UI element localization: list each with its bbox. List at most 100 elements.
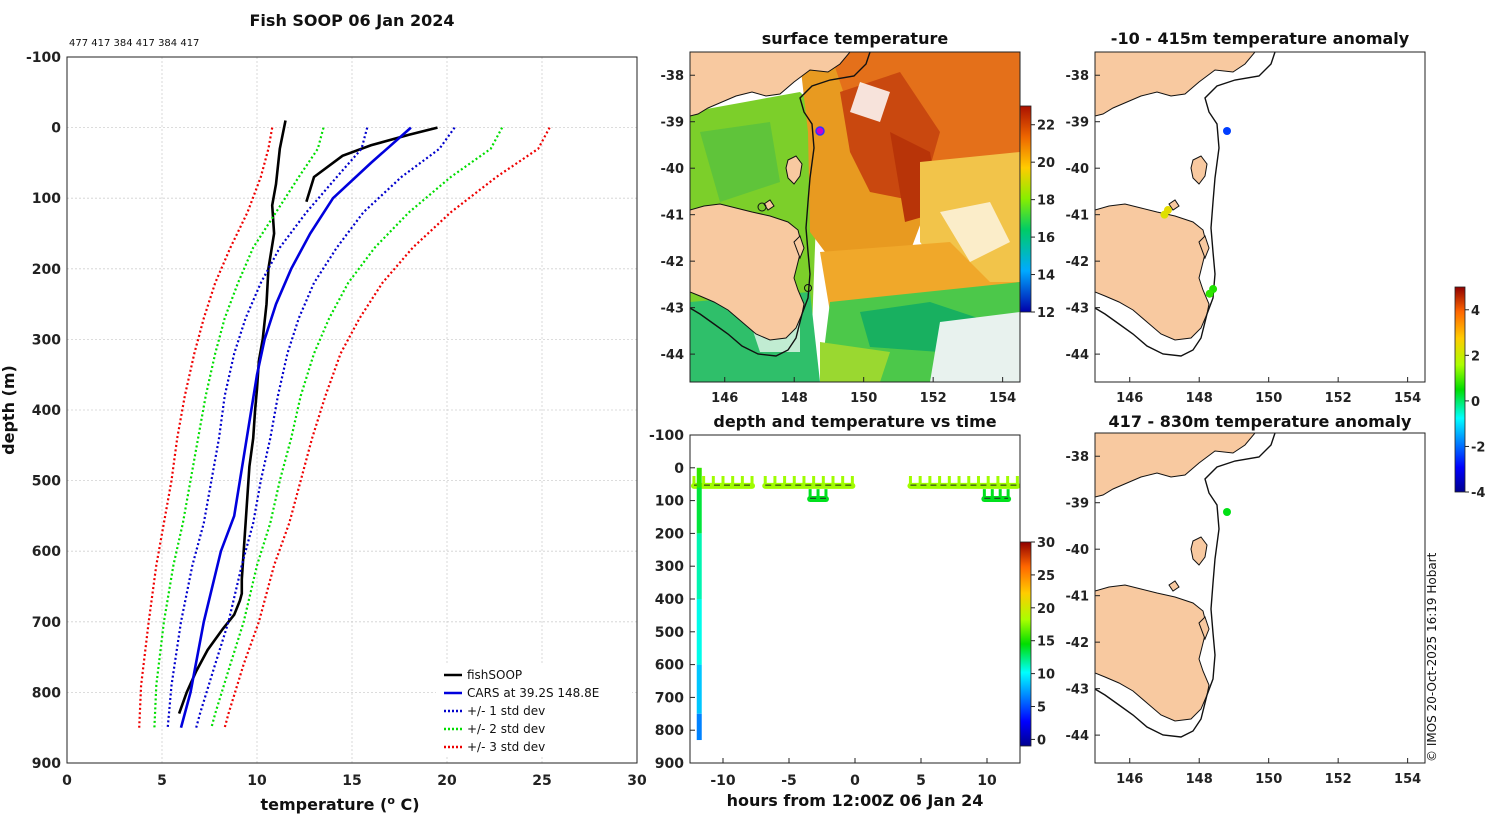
dt-colorbar [1019,541,1032,747]
profile-series-line [210,127,504,728]
profile-plot: Fish SOOP 06 Jan 2024 477 417 384 417 38… [0,11,647,814]
legend-label-3std: +/- 3 std dev [467,740,545,754]
sst-map: surface temperature [661,29,1056,406]
anom1-ytick-label: -42 [1066,255,1090,270]
anom2-xtick-label: 148 [1186,772,1213,787]
sst-colorbar [1019,105,1032,313]
anom2-points [1223,508,1231,517]
dt-ytick-label: 100 [655,494,684,510]
profile-subtitle: 477 417 384 417 384 417 [69,38,199,49]
anom1-ytick-label: -40 [1066,162,1090,177]
anom1-ytick-label: -38 [1066,69,1090,84]
profile-series-line [138,127,274,728]
sst-xtick-label: 150 [850,391,877,406]
anom1-title: -10 - 415m temperature anomaly [1111,29,1410,48]
depth-time-plot: depth and temperature vs time -10 -5 0 5 10 -… [649,412,1055,810]
profile-xlabel: temperature (o C) [260,794,419,814]
dt-title: depth and temperature vs time [713,412,996,431]
profile-ytick-label: 100 [32,191,61,207]
sst-cb-tick-label: 22 [1037,119,1055,134]
anomaly-cb-tick-label: 4 [1471,304,1480,319]
legend-box [436,664,632,756]
sst-cb-tick-label: 16 [1037,231,1055,246]
dt-cb-tick-label: 15 [1037,635,1055,650]
profile-ytick-label: 300 [32,332,61,348]
anom2-geography [1095,433,1425,763]
sst-ytick-label: -43 [661,302,685,317]
sst-ytick-label: -38 [661,69,685,84]
anom2-ytick-label: -40 [1066,543,1090,558]
anomaly-cb-tick-label: 2 [1471,349,1480,364]
anom1-ytick-label: -43 [1066,302,1090,317]
profile-xtick-label: 15 [342,773,361,789]
anom2-ytick-label: -43 [1066,683,1090,698]
sst-xtick-label: 152 [920,391,947,406]
profile-series-line [305,126,438,203]
profile-xtick-label: 0 [62,773,72,789]
anomaly-cb-tick-label: 0 [1471,395,1480,410]
dt-ytick-label: 300 [655,559,684,575]
sst-cb-tick-label: 12 [1037,306,1055,321]
sst-xtick-label: 146 [711,391,738,406]
anom2-tick-labels: 146 148 150 152 154 -38 -39 -40 -41 -42 -43 -44 [1066,450,1422,787]
anom2-title: 417 - 830m temperature anomaly [1109,412,1412,431]
profile-series-line [166,127,369,728]
copyright-text: © IMOS 20-Oct-2025 16:19 Hobart [1425,552,1439,762]
dt-colorbar-ticks: 0 5 10 15 20 25 30 [1031,536,1055,748]
anomaly-map-1: -10 - 415m temperature anomaly 146 148 150… [1066,29,1426,406]
dt-cb-tick-label: 25 [1037,569,1055,584]
anom1-xtick-label: 154 [1394,391,1421,406]
profile-axes-box [66,56,638,764]
anom2-axes-box [1094,432,1426,764]
anom2-ytick-label: -42 [1066,636,1090,651]
profile-xtick-label: 25 [532,773,551,789]
profile-ytick-label: 0 [51,121,61,137]
anom1-point [1160,210,1169,219]
anom2-xtick-label: 152 [1325,772,1352,787]
anom2-ytick-label: -39 [1066,497,1090,512]
dt-ytick-label: -100 [649,428,684,444]
dt-cb-tick-label: 10 [1037,668,1055,683]
dt-xtick-label: 5 [916,773,926,789]
anom1-axes-box [1094,51,1426,383]
dt-xtick-label: -5 [781,773,797,789]
anom1-point [1205,289,1214,298]
dt-cb-tick-label: 30 [1037,536,1055,551]
sst-xtick-label: 148 [781,391,808,406]
dt-xtick-label: -10 [710,773,736,789]
dt-ytick-label: 800 [655,723,684,739]
anom1-xtick-label: 150 [1255,391,1282,406]
dt-ytick-label: 400 [655,592,684,608]
sst-ytick-label: -42 [661,255,685,270]
profile-series-line [177,120,287,715]
profile-xtick-label: 30 [627,773,647,789]
profile-ytick-label: 500 [32,474,61,490]
profile-ylabel: depth (m) [0,365,18,455]
anom2-xtick-label: 146 [1116,772,1143,787]
profile-ytick-label: 800 [32,685,61,701]
anomaly-cb-tick-label: -4 [1471,486,1485,501]
anom2-ytick-label: -41 [1066,590,1090,605]
profile-title: Fish SOOP 06 Jan 2024 [250,11,455,30]
anom1-geography [1095,52,1425,382]
sst-cb-tick-label: 20 [1037,156,1055,171]
profile-legend: fishSOOP CARS at 39.2S 148.8E +/- 1 std … [436,664,632,756]
sst-tick-labels: 146 148 150 152 154 -38 -39 -40 -41 -42 -43 -44 [661,69,1017,406]
anom1-points [1160,127,1231,298]
profile-ytick-label: 400 [32,403,61,419]
profile-ytick-label: 200 [32,262,61,278]
profile-series-line [179,126,412,729]
sst-ytick-label: -44 [661,348,685,363]
legend-label-cars: CARS at 39.2S 148.8E [467,686,599,700]
sst-xtick-label: 154 [989,391,1016,406]
legend-label-2std: +/- 2 std dev [467,722,545,736]
legend-label-1std: +/- 1 std dev [467,704,545,718]
dt-cb-tick-label: 0 [1037,733,1046,748]
profile-ytick-label: -100 [26,50,61,66]
anom1-xtick-label: 152 [1325,391,1352,406]
anom2-ytick-label: -38 [1066,450,1090,465]
dt-marks-group [690,467,1020,741]
anom1-point [1223,127,1231,136]
anomaly-colorbar [1454,286,1466,493]
